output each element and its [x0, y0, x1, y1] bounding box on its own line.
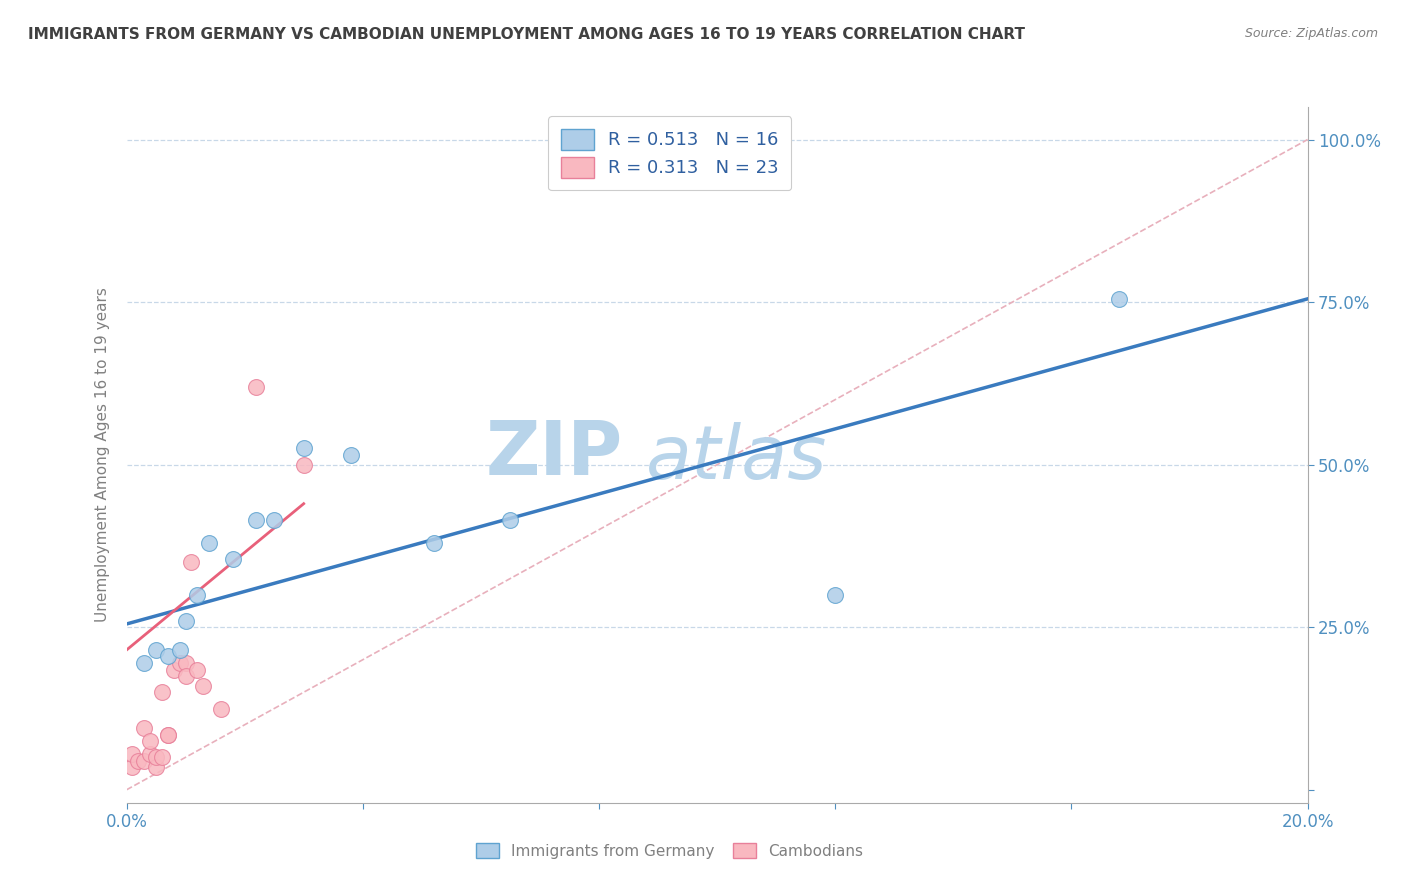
- Point: [340, 448, 363, 462]
- Point: [156, 727, 179, 741]
- Point: [121, 747, 143, 761]
- Text: atlas: atlas: [647, 423, 828, 494]
- Point: [174, 614, 197, 628]
- Point: [209, 701, 232, 715]
- Point: [169, 643, 191, 657]
- Y-axis label: Unemployment Among Ages 16 to 19 years: Unemployment Among Ages 16 to 19 years: [94, 287, 110, 623]
- Point: [824, 588, 846, 602]
- Point: [134, 754, 156, 768]
- Point: [139, 734, 162, 748]
- Point: [186, 588, 208, 602]
- Point: [139, 747, 162, 761]
- Text: IMMIGRANTS FROM GERMANY VS CAMBODIAN UNEMPLOYMENT AMONG AGES 16 TO 19 YEARS CORR: IMMIGRANTS FROM GERMANY VS CAMBODIAN UNE…: [28, 27, 1025, 42]
- Point: [198, 535, 221, 549]
- Point: [174, 656, 197, 670]
- Point: [180, 555, 202, 569]
- Text: ZIP: ZIP: [485, 418, 623, 491]
- Legend: Immigrants from Germany, Cambodians: Immigrants from Germany, Cambodians: [470, 837, 869, 864]
- Point: [1108, 292, 1130, 306]
- Point: [292, 442, 315, 456]
- Point: [292, 458, 315, 472]
- Point: [186, 663, 208, 677]
- Point: [169, 656, 191, 670]
- Point: [145, 760, 167, 774]
- Point: [499, 513, 522, 527]
- Point: [145, 750, 167, 764]
- Point: [422, 535, 444, 549]
- Point: [121, 760, 143, 774]
- Point: [134, 721, 156, 735]
- Point: [222, 552, 245, 566]
- Point: [150, 685, 173, 699]
- Text: Source: ZipAtlas.com: Source: ZipAtlas.com: [1244, 27, 1378, 40]
- Point: [127, 754, 149, 768]
- Point: [193, 679, 215, 693]
- Point: [150, 750, 173, 764]
- Point: [245, 379, 267, 393]
- Point: [134, 656, 156, 670]
- Point: [163, 663, 186, 677]
- Point: [156, 727, 179, 741]
- Point: [145, 643, 167, 657]
- Point: [245, 513, 267, 527]
- Point: [174, 669, 197, 683]
- Point: [156, 649, 179, 664]
- Point: [263, 513, 285, 527]
